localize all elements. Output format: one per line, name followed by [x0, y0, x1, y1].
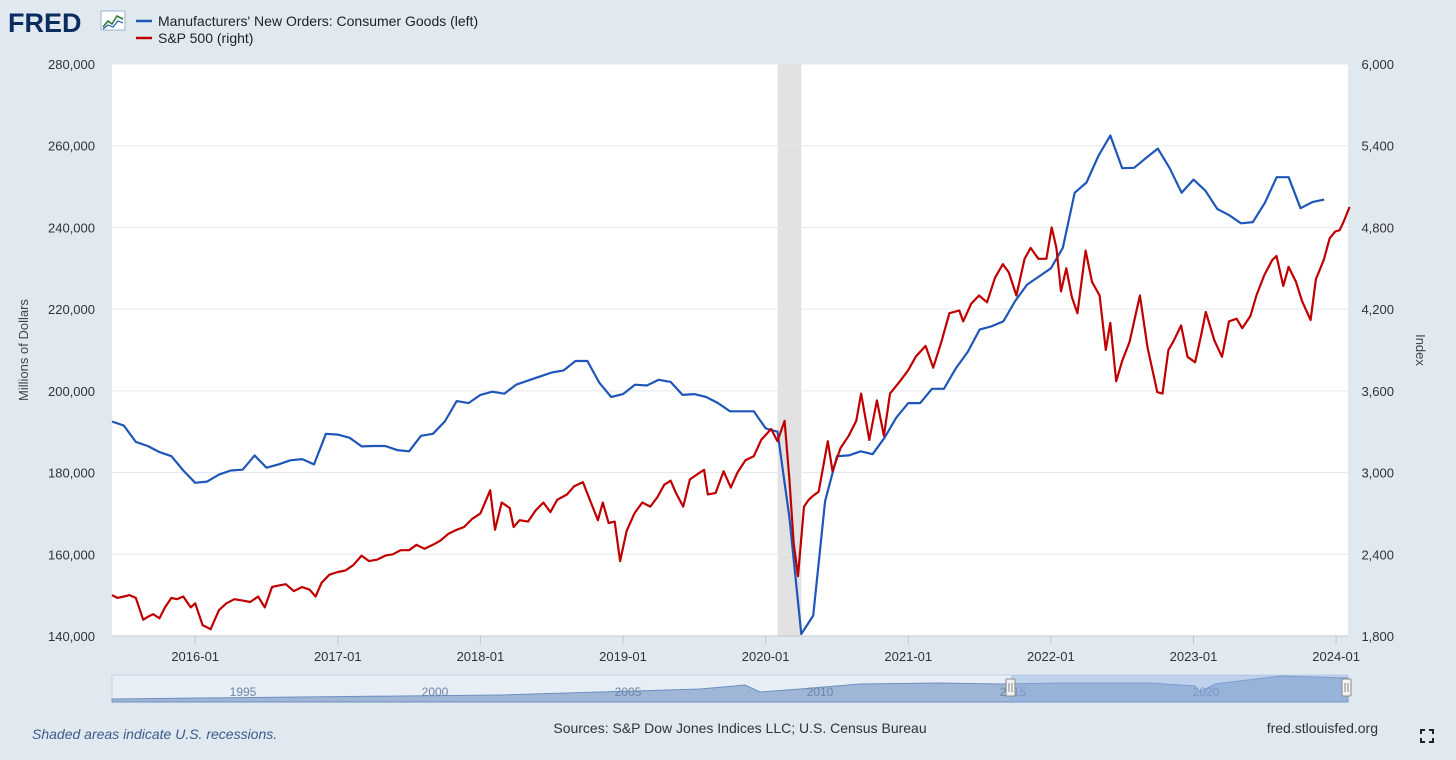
right-tick-label: 4,800 [1361, 220, 1394, 235]
navigator-selection[interactable] [1011, 675, 1348, 702]
x-tick-label: 2018-01 [457, 649, 505, 664]
navigator-handle-right[interactable] [1341, 678, 1352, 697]
left-tick-label: 200,000 [48, 384, 95, 399]
right-axis-title: Index [1413, 334, 1428, 366]
left-tick-label: 260,000 [48, 139, 95, 154]
left-tick-label: 180,000 [48, 466, 95, 481]
x-tick-label: 2021-01 [884, 649, 932, 664]
left-tick-label: 140,000 [48, 629, 95, 644]
navigator-handle-left[interactable] [1005, 678, 1016, 697]
navigator-year-label: 2010 [807, 685, 834, 699]
right-axis-ticks: 1,800 2,400 3,000 3,600 4,200 4,800 5,400 6,000 [1361, 57, 1394, 644]
fullscreen-icon[interactable] [1420, 729, 1434, 743]
x-tick-label: 2022-01 [1027, 649, 1075, 664]
left-axis-title: Millions of Dollars [16, 299, 31, 401]
x-tick-label: 2024-01 [1312, 649, 1360, 664]
range-navigator[interactable]: 199520002005201020152020 [111, 674, 1352, 703]
right-tick-label: 1,800 [1361, 629, 1394, 644]
right-tick-label: 6,000 [1361, 57, 1394, 72]
fred-logo[interactable]: FRED [8, 8, 126, 38]
right-tick-label: 3,000 [1361, 466, 1394, 481]
recession-note: Shaded areas indicate U.S. recessions. [32, 726, 277, 742]
legend: Manufacturers' New Orders: Consumer Good… [136, 13, 478, 46]
fred-logo-text: FRED [8, 8, 82, 38]
left-tick-label: 240,000 [48, 220, 95, 235]
right-tick-label: 4,200 [1361, 302, 1394, 317]
recession-shading-layer [777, 64, 802, 636]
navigator-year-label: 2000 [422, 685, 449, 699]
navigator-mini-series [111, 675, 1349, 703]
series-line-new-orders [111, 134, 1325, 636]
x-tick-label: 2023-01 [1170, 649, 1218, 664]
navigator-year-label: 1995 [230, 685, 257, 699]
legend-label-new-orders: Manufacturers' New Orders: Consumer Good… [158, 13, 478, 29]
x-tick-label: 2017-01 [314, 649, 362, 664]
x-axis-ticks: 2016-01 2017-01 2018-01 2019-01 2020-01 2021-… [171, 636, 1360, 664]
sources-text: Sources: S&P Dow Jones Indices LLC; U.S.… [553, 720, 926, 736]
series-line-sp500 [111, 206, 1351, 631]
navigator-year-label: 2005 [615, 685, 642, 699]
left-axis-ticks: 140,000 160,000 180,000 200,000 220,000 240,0… [48, 57, 95, 644]
right-tick-label: 5,400 [1361, 139, 1394, 154]
x-tick-label: 2016-01 [171, 649, 219, 664]
site-link[interactable]: fred.stlouisfed.org [1267, 720, 1378, 736]
right-tick-label: 2,400 [1361, 547, 1394, 562]
fred-logo-chart-icon [100, 10, 126, 31]
series-layer [111, 134, 1351, 636]
right-tick-label: 3,600 [1361, 384, 1394, 399]
left-tick-label: 280,000 [48, 57, 95, 72]
plot-area [112, 64, 1348, 636]
x-tick-label: 2019-01 [599, 649, 647, 664]
x-tick-label: 2020-01 [742, 649, 790, 664]
legend-label-sp500: S&P 500 (right) [158, 30, 253, 46]
left-tick-label: 220,000 [48, 302, 95, 317]
recession-band [777, 64, 802, 636]
left-tick-label: 160,000 [48, 547, 95, 562]
navigator-year-label: 2020 [1193, 685, 1220, 699]
